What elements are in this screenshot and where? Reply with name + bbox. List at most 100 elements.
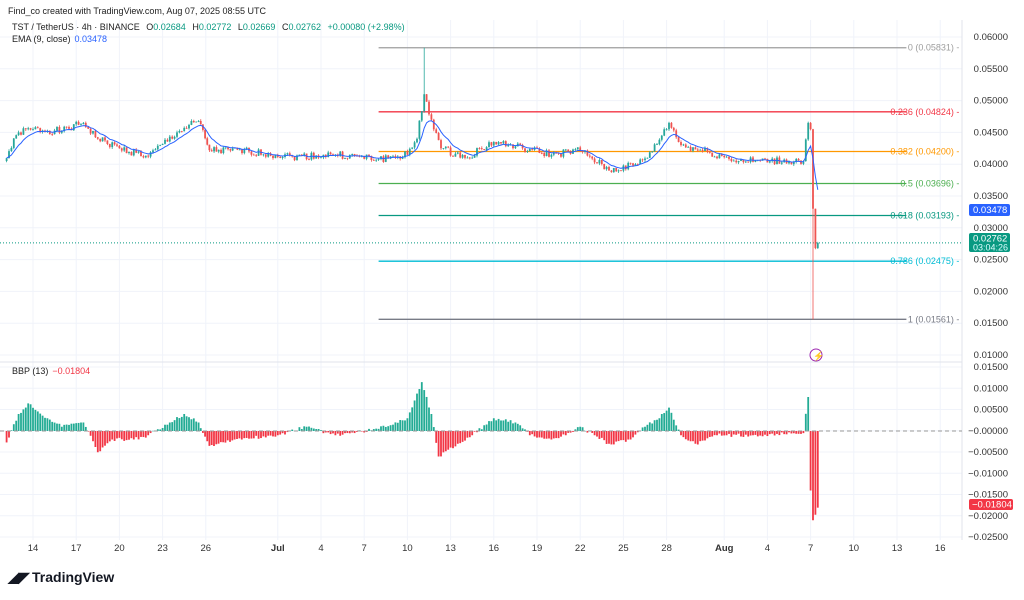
bbp-tick-label: −0.01000 bbox=[968, 468, 1008, 479]
candle-body bbox=[123, 147, 126, 151]
bbp-bar bbox=[629, 431, 632, 440]
candle-body bbox=[644, 158, 646, 161]
bbp-bar bbox=[303, 426, 306, 431]
candle-body bbox=[368, 154, 370, 156]
bbp-bar bbox=[442, 431, 445, 453]
bbp-histogram bbox=[5, 382, 819, 521]
bbp-bar bbox=[490, 421, 493, 431]
candle-body bbox=[147, 155, 150, 157]
candle-body bbox=[39, 128, 42, 132]
fib-retracement[interactable]: 0 (0.05831) - 0.236 (0.04824) - 0.382 (0.0… bbox=[378, 43, 960, 325]
candle-body bbox=[444, 146, 447, 149]
bbp-bar bbox=[512, 423, 514, 431]
candle-body bbox=[708, 151, 711, 153]
bbp-bar bbox=[210, 431, 213, 446]
candle-body bbox=[36, 127, 39, 129]
bbp-bar bbox=[550, 431, 553, 440]
bbp-legend[interactable]: BBP (13) −0.01804 bbox=[12, 366, 90, 376]
bbp-bar bbox=[600, 431, 603, 438]
ohlc-legend: TST / TetherUS · 4h · BINANCE O0.02684 H… bbox=[12, 22, 405, 32]
bbp-bar bbox=[812, 431, 814, 521]
price-tick-label: 0.05500 bbox=[974, 64, 1008, 75]
bbp-bar bbox=[217, 431, 220, 444]
bbp-bar bbox=[540, 431, 543, 438]
bbp-bar bbox=[519, 425, 522, 431]
candle-body bbox=[394, 155, 397, 158]
bbp-bar bbox=[12, 424, 15, 431]
candle-body bbox=[252, 154, 255, 156]
bbp-bar bbox=[560, 431, 562, 437]
candle-body bbox=[404, 151, 406, 158]
candle-body bbox=[456, 152, 459, 154]
date-tick-label: 10 bbox=[849, 543, 860, 554]
date-tick-label: 26 bbox=[201, 543, 212, 554]
bbp-bar bbox=[716, 431, 718, 436]
candle-body bbox=[215, 147, 218, 152]
bbp-bar bbox=[737, 431, 740, 434]
fib-level-label: 0 (0.05831) - bbox=[908, 43, 960, 53]
bbp-bar bbox=[39, 413, 42, 431]
bbp-bar bbox=[44, 417, 46, 431]
bbp-bar bbox=[800, 431, 802, 434]
candle-body bbox=[10, 147, 13, 152]
fib-level-label: 0.236 (0.04824) - bbox=[890, 107, 959, 117]
candle-body bbox=[363, 156, 366, 159]
bbp-bar bbox=[144, 431, 147, 438]
bbp-bar bbox=[185, 416, 188, 431]
candle-body bbox=[742, 159, 745, 163]
bbp-bar bbox=[80, 422, 82, 431]
bbp-bar bbox=[473, 431, 476, 432]
bbp-bar bbox=[128, 431, 130, 440]
bbp-bar bbox=[725, 431, 728, 436]
bbp-bar bbox=[147, 431, 150, 436]
alert-icon[interactable]: ⚡ bbox=[809, 348, 824, 362]
bbp-bar bbox=[692, 431, 694, 442]
bbp-bar bbox=[411, 407, 414, 431]
price-tick-label: 0.01500 bbox=[974, 318, 1008, 329]
date-tick-label: 19 bbox=[532, 543, 543, 554]
candle-body bbox=[464, 155, 466, 158]
date-tick-label: 10 bbox=[402, 543, 413, 554]
candle-body bbox=[780, 162, 783, 164]
bbp-bar bbox=[46, 418, 49, 431]
bbp-bar bbox=[444, 431, 447, 452]
svg-text:0.03478: 0.03478 bbox=[973, 205, 1007, 216]
candle-body bbox=[135, 149, 138, 153]
candle-body bbox=[279, 156, 282, 158]
bbp-bar bbox=[206, 431, 209, 442]
candle-body bbox=[490, 142, 493, 146]
candle-body bbox=[101, 137, 104, 142]
price-tick-label: 0.01000 bbox=[974, 350, 1008, 361]
price-tick-label: 0.04500 bbox=[974, 127, 1008, 138]
candle-body bbox=[593, 158, 596, 163]
candle-body bbox=[116, 144, 118, 146]
candle-body bbox=[120, 148, 123, 151]
bbp-bar bbox=[22, 409, 25, 431]
bbp-bar bbox=[572, 431, 574, 432]
bbp-bar bbox=[636, 431, 639, 433]
price-tick-label: 0.04000 bbox=[974, 159, 1008, 170]
bbp-bar bbox=[279, 431, 282, 435]
bbp-bar bbox=[111, 431, 114, 440]
bbp-bar bbox=[536, 431, 538, 438]
candle-body bbox=[293, 156, 296, 161]
bbp-bar bbox=[106, 431, 109, 444]
candle-body bbox=[526, 151, 529, 152]
bbp-bar bbox=[480, 429, 483, 431]
date-tick-label: 28 bbox=[661, 543, 672, 554]
bbp-bar bbox=[663, 413, 666, 431]
bbp-tick-label: −0.02500 bbox=[968, 532, 1008, 543]
candle-body bbox=[387, 155, 390, 159]
candle-body bbox=[665, 129, 668, 131]
bbp-bar bbox=[392, 424, 394, 431]
bbp-bar bbox=[226, 431, 229, 441]
bbp-bar bbox=[394, 422, 397, 431]
candle-body bbox=[339, 151, 342, 157]
bbp-bar bbox=[384, 426, 387, 431]
bbp-bar bbox=[48, 419, 51, 431]
ema-legend[interactable]: EMA (9, close) 0.03478 bbox=[12, 34, 107, 44]
bbp-bar bbox=[785, 431, 788, 435]
candle-body bbox=[329, 152, 332, 155]
bbp-bar bbox=[164, 424, 166, 431]
